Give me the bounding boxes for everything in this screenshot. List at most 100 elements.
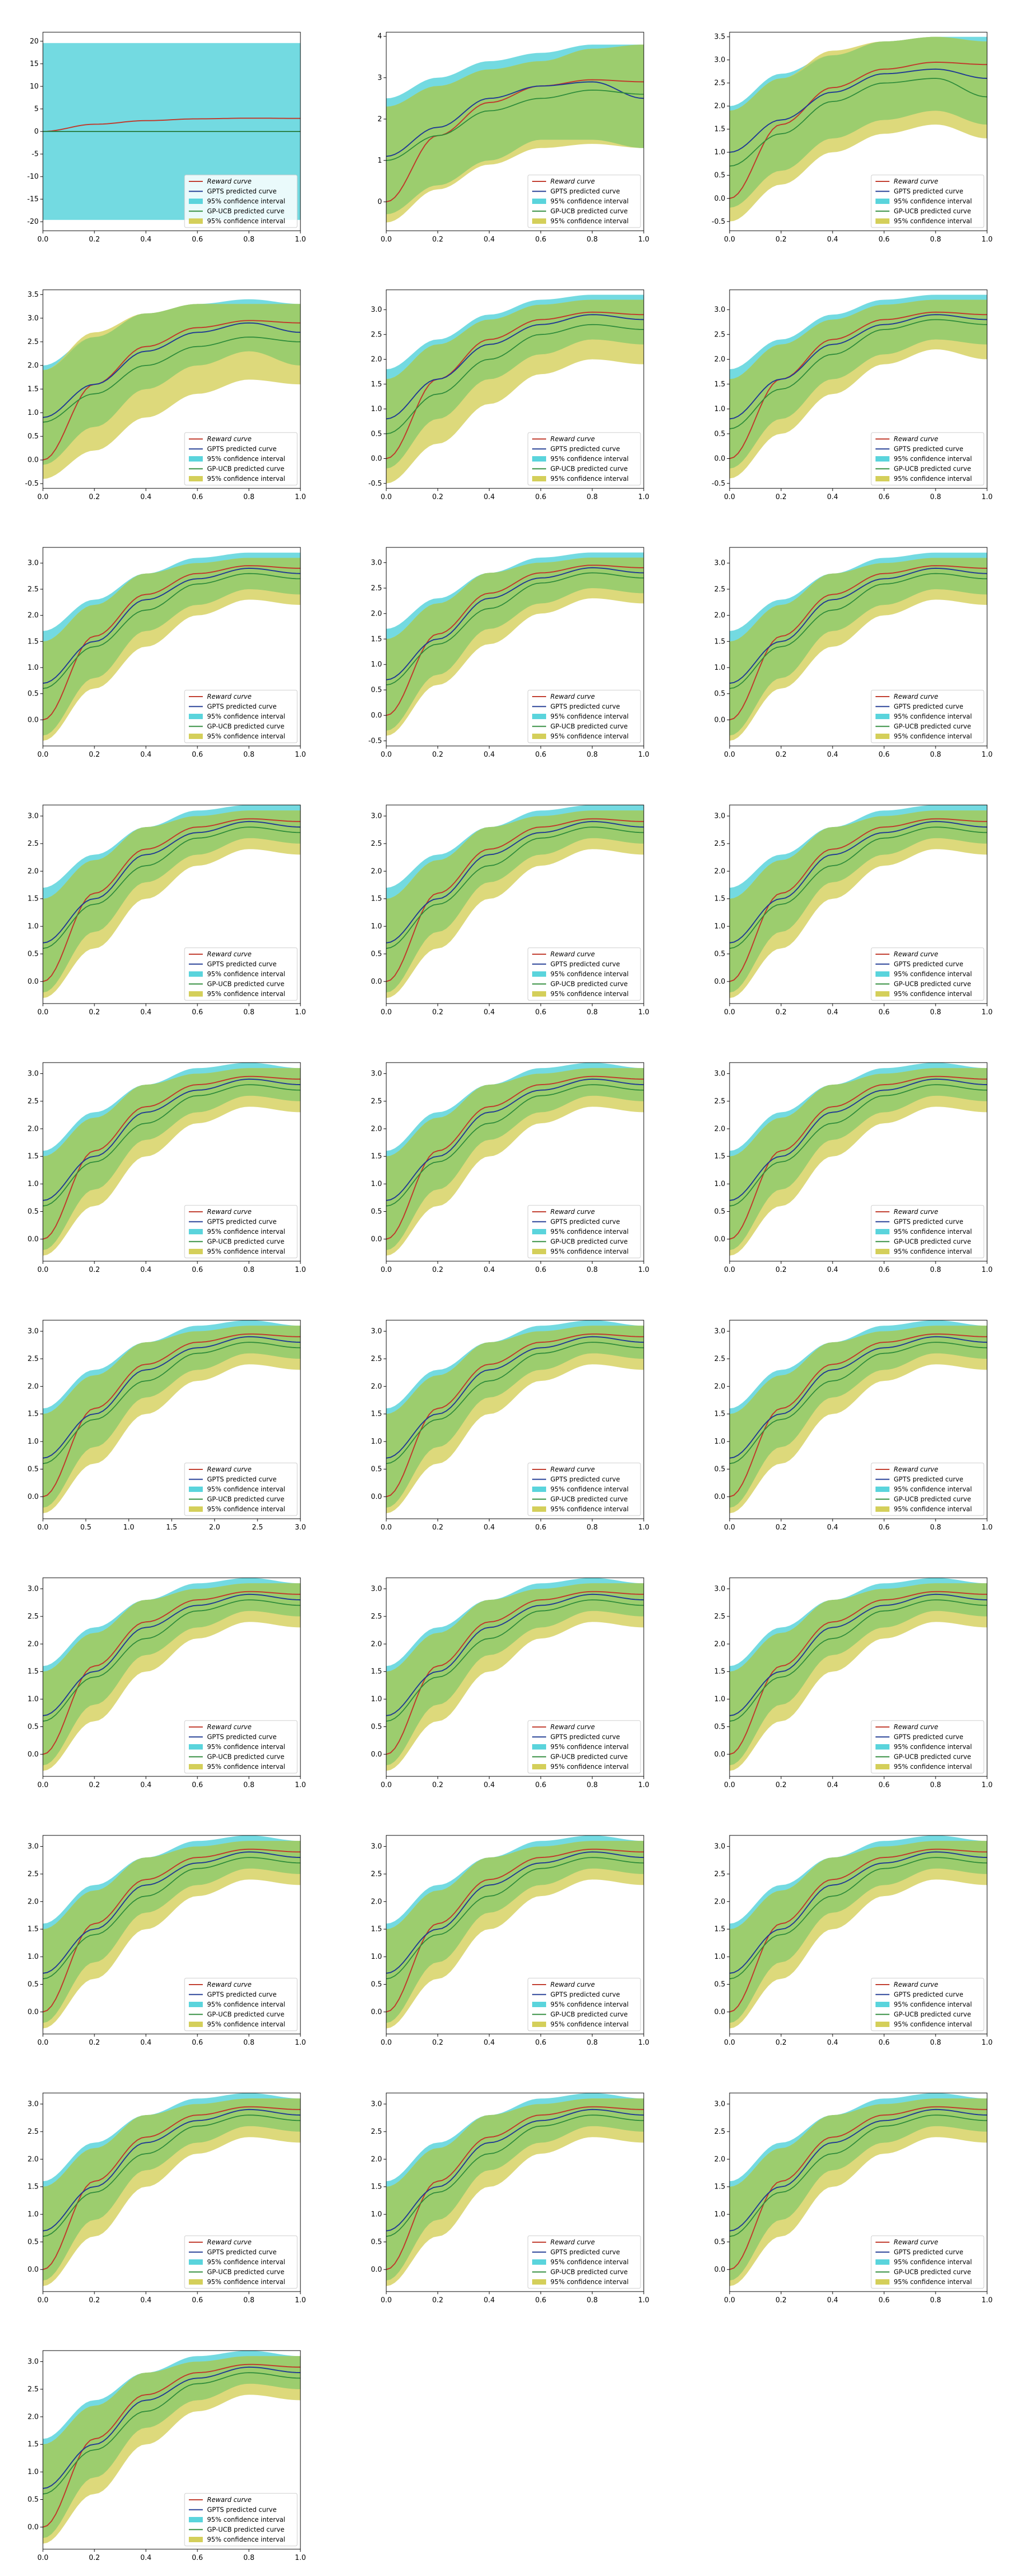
y-tick-label: 0.5 bbox=[714, 1208, 725, 1216]
y-tick-label: 0.5 bbox=[714, 690, 725, 698]
legend-label: GPTS predicted curve bbox=[894, 703, 963, 711]
gpts-confidence-band bbox=[730, 1835, 987, 2023]
legend-swatch bbox=[189, 2279, 203, 2285]
x-tick-label: 1.0 bbox=[295, 2554, 306, 2562]
x-tick-label: 1.0 bbox=[123, 1524, 135, 1532]
legend-swatch bbox=[876, 971, 889, 977]
y-tick-label: 0.0 bbox=[714, 2008, 725, 2016]
y-tick-label: 3.0 bbox=[371, 306, 382, 314]
legend-swatch bbox=[876, 1249, 889, 1254]
x-tick-label: 1.0 bbox=[295, 236, 306, 244]
x-tick-label: 0.2 bbox=[776, 2039, 787, 2047]
y-tick-label: -20 bbox=[27, 218, 39, 226]
x-tick-label: 0.2 bbox=[89, 1266, 100, 1274]
overlap-band bbox=[43, 1326, 300, 1508]
y-tick-label: 2.0 bbox=[371, 1640, 382, 1648]
x-tick-label: 0.8 bbox=[244, 236, 255, 244]
x-tick-label: 0.0 bbox=[381, 1524, 392, 1532]
legend-label: 95% confidence interval bbox=[894, 1505, 972, 1513]
y-tick-label: 0.5 bbox=[27, 2496, 39, 2504]
x-tick-label: 0.2 bbox=[432, 2296, 444, 2304]
ucb-predicted-line bbox=[43, 573, 300, 689]
gpts-predicted-line bbox=[43, 2109, 300, 2231]
overlap-band bbox=[386, 2098, 644, 2281]
legend-label: GPTS predicted curve bbox=[550, 1991, 620, 1999]
y-tick-label: 3.0 bbox=[27, 314, 39, 323]
legend-swatch bbox=[876, 218, 889, 224]
gpts-predicted-line bbox=[386, 1851, 644, 1974]
overlap-band bbox=[386, 1326, 644, 1508]
legend-label: GP-UCB predicted curve bbox=[550, 465, 628, 473]
y-tick-label: 1.5 bbox=[27, 1153, 39, 1161]
legend-box bbox=[184, 1720, 298, 1774]
legend-label: GP-UCB predicted curve bbox=[207, 2526, 284, 2534]
legend: Reward curve GPTS predicted curve 95% conf… bbox=[184, 1720, 298, 1774]
legend-box bbox=[871, 1720, 984, 1774]
y-tick-label: 0.5 bbox=[371, 1208, 382, 1216]
overlap-band bbox=[730, 2098, 987, 2281]
y-tick-label: -0.5 bbox=[369, 480, 382, 488]
y-tick-label: 0.5 bbox=[371, 2238, 382, 2246]
y-tick-label: 0.0 bbox=[371, 455, 382, 463]
y-tick-label: 2.0 bbox=[27, 1125, 39, 1133]
x-tick-label: 0.6 bbox=[879, 2039, 890, 2047]
reward-curve-line bbox=[730, 565, 987, 721]
reward-curve-line bbox=[730, 1333, 987, 1497]
reward-curve-line bbox=[43, 565, 300, 721]
y-tick-label: 2.0 bbox=[27, 2413, 39, 2421]
y-tick-label: 2.0 bbox=[371, 1382, 382, 1391]
ucb-predicted-line bbox=[386, 1084, 644, 1207]
legend-swatch bbox=[189, 2022, 203, 2027]
legend-label: GP-UCB predicted curve bbox=[550, 1238, 628, 1246]
legend-swatch bbox=[189, 1487, 203, 1492]
legend-swatch bbox=[532, 218, 546, 224]
gpts-confidence-band bbox=[386, 805, 644, 993]
legend-label: GP-UCB predicted curve bbox=[894, 1496, 971, 1503]
legend-label: GPTS predicted curve bbox=[894, 2249, 963, 2256]
legend-swatch bbox=[532, 2022, 546, 2027]
legend-label: Reward curve bbox=[550, 2238, 595, 2246]
legend-box bbox=[871, 1205, 984, 1258]
y-tick-label: 1.5 bbox=[371, 1153, 382, 1161]
legend-label: GPTS predicted curve bbox=[207, 1733, 277, 1741]
legend-swatch bbox=[532, 714, 546, 719]
x-tick-label: 0.6 bbox=[535, 1781, 547, 1789]
y-tick-label: 4 bbox=[378, 33, 382, 41]
y-tick-label: 0.0 bbox=[714, 978, 725, 986]
legend-label: GP-UCB predicted curve bbox=[894, 1753, 971, 1761]
x-tick-label: 0.4 bbox=[141, 2554, 152, 2562]
legend-box bbox=[184, 2235, 298, 2289]
legend-label: 95% confidence interval bbox=[207, 1743, 285, 1751]
y-tick-label: 2.0 bbox=[27, 1640, 39, 1648]
y-tick-label: 0.0 bbox=[371, 2008, 382, 2016]
x-tick-label: 0.6 bbox=[879, 493, 890, 501]
x-tick-label: 0.0 bbox=[38, 493, 49, 501]
reward-curve-line bbox=[43, 1333, 300, 1497]
x-tick-label: 0.8 bbox=[587, 2039, 598, 2047]
legend-label: GPTS predicted curve bbox=[550, 188, 620, 195]
legend: Reward curve GPTS predicted curve 95% conf… bbox=[527, 1205, 641, 1258]
chart-panel-26: 0.0 0.2 0.4 0.6 0.8 1.0 0.0 0.5 1.0 1.5 2.0 2.5 3.0 R… bbox=[371, 2092, 649, 2304]
gpts-confidence-band bbox=[43, 552, 300, 736]
y-tick-label: 1.0 bbox=[27, 664, 39, 672]
legend-label: GPTS predicted curve bbox=[550, 2249, 620, 2256]
legend-label: 95% confidence interval bbox=[207, 217, 285, 225]
legend-swatch bbox=[532, 2259, 546, 2265]
x-tick-label: 1.0 bbox=[638, 1266, 650, 1274]
legend: Reward curve GPTS predicted curve 95% conf… bbox=[871, 1462, 984, 1516]
y-tick-label: 0.5 bbox=[27, 1208, 39, 1216]
y-tick-label: 3.5 bbox=[714, 33, 725, 41]
gpts-predicted-line bbox=[43, 1593, 300, 1716]
ucb-predicted-line bbox=[386, 2114, 644, 2237]
x-tick-label: 0.6 bbox=[879, 1008, 890, 1016]
x-tick-label: 0.2 bbox=[432, 751, 444, 759]
legend-box bbox=[184, 1462, 298, 1516]
y-tick-label: 2.5 bbox=[714, 331, 725, 339]
axes-frame bbox=[42, 1062, 301, 1262]
legend: Reward curve GPTS predicted curve 95% conf… bbox=[871, 432, 984, 486]
legend-label: 95% confidence interval bbox=[207, 990, 285, 998]
x-tick-label: 0.4 bbox=[827, 2296, 838, 2304]
legend-label: 95% confidence interval bbox=[550, 1248, 629, 1255]
gpts-predicted-line bbox=[386, 1336, 644, 1459]
